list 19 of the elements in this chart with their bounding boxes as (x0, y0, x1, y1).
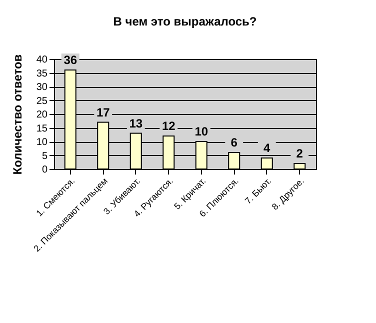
data-label: 17 (96, 105, 110, 120)
y-tick-label: 35 (36, 68, 48, 80)
data-label: 2 (296, 146, 304, 160)
data-label: 36 (64, 53, 78, 67)
data-label: 6 (230, 136, 238, 150)
data-label: 4 (264, 141, 271, 155)
y-tick-label: 40 (36, 54, 48, 66)
y-tick-label: 10 (36, 137, 48, 148)
y-tick-label: 5 (42, 150, 48, 162)
y-tick-label: 30 (36, 82, 48, 93)
y-tick-label: 15 (36, 123, 48, 134)
data-label: 10 (194, 124, 208, 138)
data-label: 12 (162, 119, 176, 133)
chart-title: В чем это выражалось? (113, 14, 257, 28)
y-tick-label: 25 (36, 96, 48, 107)
y-tick-label: 20 (36, 110, 48, 120)
y-axis-title: Количество ответов (10, 54, 24, 175)
y-tick-label: 0 (42, 164, 48, 176)
data-label: 13 (129, 116, 143, 130)
